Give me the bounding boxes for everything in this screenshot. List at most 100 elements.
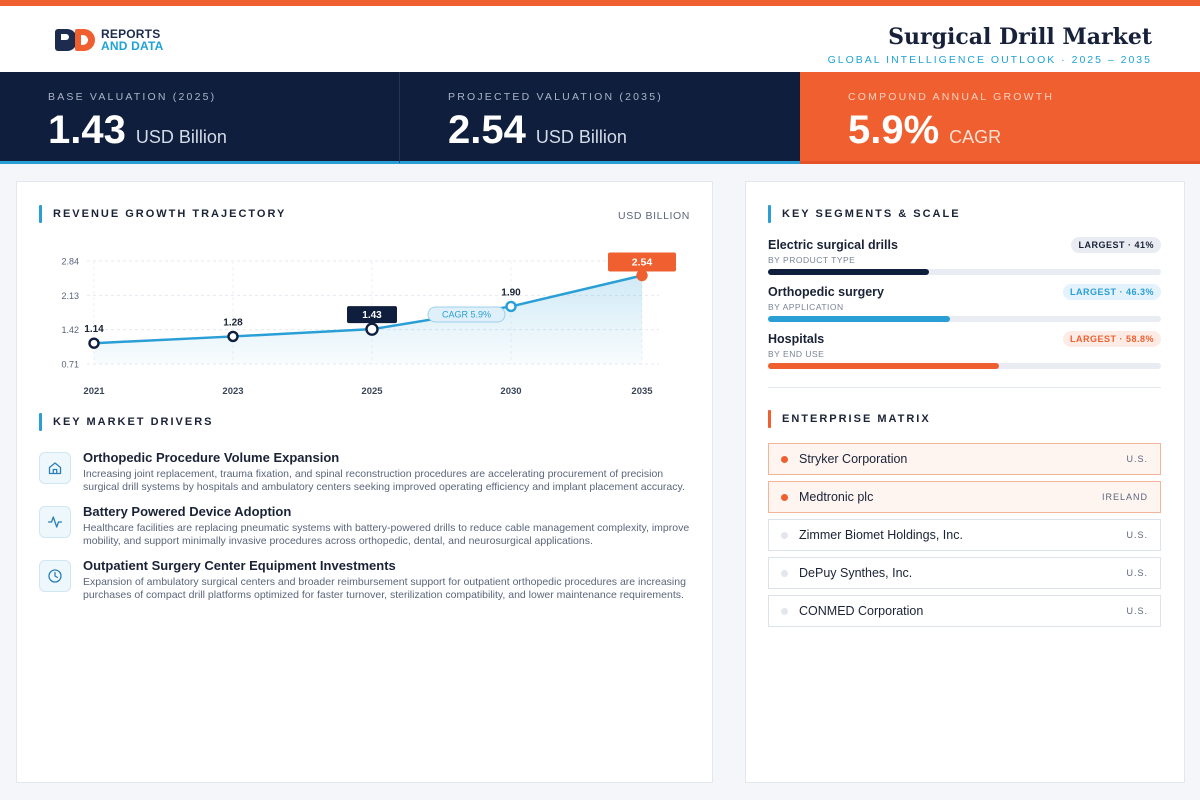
status-dot-icon	[781, 569, 788, 577]
data-point	[365, 322, 379, 336]
enterprise-name: DePuy Synthes, Inc.	[799, 566, 913, 580]
logo-mark-icon	[55, 29, 95, 51]
chart-unit-label: USD BILLION	[618, 210, 690, 222]
segment-item: Electric surgical drills BY PRODUCT TYPE…	[768, 237, 1161, 285]
section-accent	[39, 413, 42, 431]
segment-item: Orthopedic surgery BY APPLICATION LARGES…	[768, 284, 1161, 332]
enterprise-country: U.S.	[1126, 454, 1148, 464]
enterprise-country: IRELAND	[1101, 492, 1148, 502]
logo-text: REPORTS AND DATA	[101, 28, 163, 52]
data-point	[227, 330, 239, 343]
data-label: 1.90	[501, 287, 521, 298]
kpi-unit: CAGR	[949, 127, 1002, 147]
data-label-badge	[608, 252, 676, 272]
section-title: KEY SEGMENTS & SCALE	[782, 208, 961, 220]
segment-bar-track	[768, 316, 1161, 322]
segment-name: Orthopedic surgery	[768, 285, 884, 299]
kpi-number: 1.43	[48, 108, 126, 152]
y-tick-label: 1.42	[61, 325, 79, 335]
kpi-label: BASE VALUATION (2025)	[48, 91, 217, 103]
enterprise-name: Zimmer Biomet Holdings, Inc.	[799, 528, 963, 542]
x-tick-label: 2035	[631, 386, 653, 397]
segment-category: BY END USE	[768, 349, 825, 359]
kpi-projected-valuation: PROJECTED VALUATION (2035) 2.54 USD Bill…	[400, 72, 800, 164]
kpi-unit: USD Billion	[535, 127, 627, 147]
segment-category: BY PRODUCT TYPE	[768, 255, 856, 265]
enterprise-matrix: Stryker Corporation U.S. Medtronic plc I…	[768, 443, 1161, 633]
enterprise-row[interactable]: Medtronic plc IRELAND	[768, 481, 1161, 513]
driver-title: Battery Powered Device Adoption	[83, 504, 292, 519]
kpi-label: PROJECTED VALUATION (2035)	[448, 91, 663, 103]
section-title: REVENUE GROWTH TRAJECTORY	[53, 208, 287, 220]
y-tick-label: 0.71	[61, 360, 79, 370]
segment-bar-fill	[768, 363, 1000, 369]
enterprise-name: CONMED Corporation	[799, 604, 924, 618]
kpi-value: 2.54 USD Billion	[448, 108, 627, 153]
data-point	[88, 337, 100, 349]
status-dot-icon	[781, 607, 788, 615]
brand-logo[interactable]: REPORTS AND DATA	[55, 28, 163, 52]
enterprise-country: U.S.	[1126, 568, 1148, 578]
driver-description: Healthcare facilities are replacing pneu…	[83, 522, 690, 547]
segment-share-badge: LARGEST · 58.8%	[1062, 331, 1161, 347]
enterprise-row[interactable]: Stryker Corporation U.S.	[768, 443, 1161, 475]
data-label: 2.54	[632, 257, 653, 269]
x-tick-label: 2023	[222, 386, 243, 397]
enterprise-country: U.S.	[1126, 530, 1148, 540]
logo-line-2: AND DATA	[101, 39, 164, 53]
driver-item: Battery Powered Device Adoption Healthca…	[39, 504, 694, 548]
segment-bar-track	[768, 363, 1161, 369]
enterprise-name: Stryker Corporation	[799, 452, 908, 466]
y-tick-label: 2.84	[61, 257, 79, 267]
data-label: 1.43	[362, 310, 382, 321]
x-tick-label: 2021	[83, 386, 105, 397]
kpi-unit: USD Billion	[135, 127, 227, 147]
enterprise-country: U.S.	[1126, 606, 1148, 616]
data-label: 1.28	[223, 317, 243, 328]
segment-share-badge: LARGEST · 46.3%	[1062, 284, 1161, 300]
segment-name: Hospitals	[768, 332, 825, 346]
matrix-section-header: ENTERPRISE MATRIX	[768, 410, 931, 428]
status-dot-icon	[781, 493, 788, 501]
segment-share-badge: LARGEST · 41%	[1071, 237, 1161, 253]
data-point	[505, 300, 517, 313]
segment-name: Electric surgical drills	[768, 238, 898, 252]
enterprise-row[interactable]: Zimmer Biomet Holdings, Inc. U.S.	[768, 519, 1161, 551]
logo-line-1: REPORTS	[101, 27, 161, 41]
left-panel: REVENUE GROWTH TRAJECTORY USD BILLION 0.…	[16, 181, 713, 783]
enterprise-row[interactable]: DePuy Synthes, Inc. U.S.	[768, 557, 1161, 589]
x-tick-label: 2030	[500, 386, 521, 397]
x-tick-label: 2025	[361, 386, 383, 397]
top-accent-bar	[0, 0, 1200, 6]
kpi-number: 5.9%	[848, 108, 940, 152]
drivers-section-header: KEY MARKET DRIVERS	[39, 413, 213, 431]
enterprise-name: Medtronic plc	[799, 490, 874, 504]
page-title: Surgical Drill Market	[888, 24, 1152, 50]
segment-bar-fill	[768, 269, 930, 275]
activity-icon	[39, 506, 71, 538]
driver-title: Outpatient Surgery Center Equipment Inve…	[83, 558, 396, 573]
section-accent	[768, 410, 771, 428]
page-subtitle: GLOBAL INTELLIGENCE OUTLOOK · 2025 – 203…	[827, 54, 1152, 66]
data-label: 1.14	[84, 324, 104, 335]
segments-list: Electric surgical drills BY PRODUCT TYPE…	[768, 237, 1161, 379]
header: REPORTS AND DATA Surgical Drill Market G…	[0, 6, 1200, 72]
driver-description: Increasing joint replacement, trauma fix…	[83, 468, 685, 493]
data-point	[636, 269, 648, 282]
kpi-number: 2.54	[448, 108, 526, 152]
status-dot-icon	[781, 531, 788, 539]
kpi-base-valuation: BASE VALUATION (2025) 1.43 USD Billion	[0, 72, 400, 164]
data-label-badge	[347, 306, 397, 324]
home-icon	[39, 452, 71, 484]
cagr-annotation-pill	[427, 306, 506, 323]
y-tick-label: 2.13	[61, 291, 79, 301]
segments-section-header: KEY SEGMENTS & SCALE	[768, 205, 961, 223]
section-title: KEY MARKET DRIVERS	[53, 416, 214, 428]
section-divider	[768, 387, 1161, 388]
section-accent	[768, 205, 771, 223]
enterprise-row[interactable]: CONMED Corporation U.S.	[768, 595, 1161, 627]
section-accent	[39, 205, 42, 223]
status-dot-icon	[781, 455, 788, 463]
right-panel: KEY SEGMENTS & SCALE Electric surgical d…	[745, 181, 1185, 783]
area-fill	[94, 275, 642, 364]
